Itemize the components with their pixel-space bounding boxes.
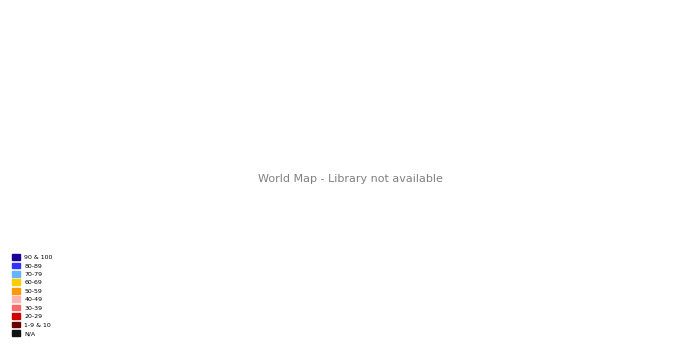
Text: World Map - Library not available: World Map - Library not available [258, 174, 442, 184]
Legend: 90 & 100, 80-89, 70-79, 60-69, 50-59, 40-49, 30-39, 20-29, 1-9 & 10, N/A: 90 & 100, 80-89, 70-79, 60-69, 50-59, 40… [10, 252, 55, 338]
